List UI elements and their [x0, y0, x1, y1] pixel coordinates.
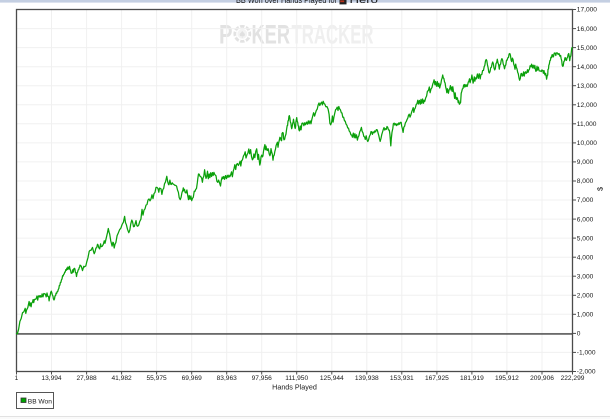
svg-text:83,963: 83,963 — [217, 375, 238, 382]
svg-text:111,950: 111,950 — [285, 375, 308, 382]
svg-text:97,956: 97,956 — [252, 375, 273, 382]
svg-text:8,000: 8,000 — [577, 178, 594, 185]
svg-text:4,000: 4,000 — [577, 254, 594, 261]
svg-text:TRACKER: TRACKER — [292, 20, 374, 50]
svg-text:10,000: 10,000 — [577, 140, 598, 147]
svg-text:41,982: 41,982 — [112, 375, 133, 382]
svg-text:3,000: 3,000 — [577, 273, 594, 280]
svg-text:1,000: 1,000 — [577, 312, 594, 319]
svg-text:222,299: 222,299 — [561, 375, 585, 382]
svg-text:BB Won: BB Won — [28, 398, 52, 405]
svg-text:-2,000: -2,000 — [577, 369, 596, 376]
svg-text:16,000: 16,000 — [577, 26, 598, 33]
svg-text:6,000: 6,000 — [577, 216, 594, 223]
svg-text:Hands Played: Hands Played — [272, 383, 317, 392]
svg-text:181,919: 181,919 — [460, 375, 484, 382]
svg-text:12,000: 12,000 — [577, 102, 598, 109]
svg-text:167,925: 167,925 — [425, 375, 449, 382]
svg-text:11,000: 11,000 — [577, 121, 597, 128]
svg-text:0: 0 — [577, 331, 581, 338]
svg-text:125,944: 125,944 — [320, 375, 344, 382]
svg-text:-1,000: -1,000 — [577, 350, 596, 357]
svg-text:139,938: 139,938 — [355, 375, 379, 382]
svg-text:P: P — [219, 20, 233, 50]
svg-text:Hero: Hero — [350, 0, 379, 5]
svg-text:69,969: 69,969 — [182, 375, 203, 382]
svg-text:17,000: 17,000 — [577, 7, 598, 14]
svg-text:9,000: 9,000 — [577, 159, 594, 166]
svg-text:KER: KER — [252, 20, 291, 50]
svg-text:14,000: 14,000 — [577, 64, 598, 71]
svg-text:55,975: 55,975 — [147, 375, 168, 382]
svg-text:$: $ — [596, 186, 605, 191]
svg-text:15,000: 15,000 — [577, 45, 598, 52]
svg-text:BB Won over Hands Played for: BB Won over Hands Played for — [236, 0, 337, 5]
svg-text:27,988: 27,988 — [77, 375, 98, 382]
svg-text:13,994: 13,994 — [41, 375, 62, 382]
svg-text:1: 1 — [15, 375, 19, 382]
svg-text:209,906: 209,906 — [530, 375, 554, 382]
svg-text:2,000: 2,000 — [577, 293, 594, 300]
svg-text:13,000: 13,000 — [577, 83, 598, 90]
svg-text:195,912: 195,912 — [495, 375, 519, 382]
svg-text:7,000: 7,000 — [577, 197, 594, 204]
svg-text:5,000: 5,000 — [577, 235, 594, 242]
svg-text:153,931: 153,931 — [390, 375, 414, 382]
